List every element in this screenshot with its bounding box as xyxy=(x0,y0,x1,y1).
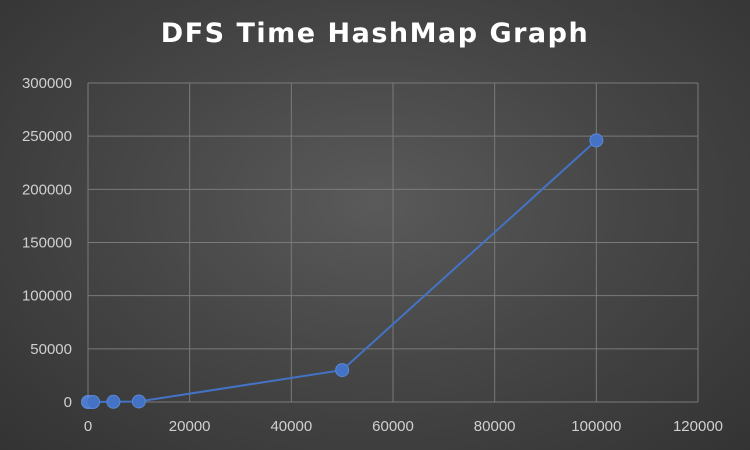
x-tick-label: 100000 xyxy=(571,418,621,435)
x-tick-label: 120000 xyxy=(673,418,723,435)
y-axis-ticks: 0 50000 100000 150000 200000 250000 300000 xyxy=(22,75,72,411)
data-point xyxy=(86,395,101,409)
y-tick-label: 250000 xyxy=(22,128,72,145)
data-point xyxy=(131,394,146,409)
x-tick-label: 40000 xyxy=(270,418,312,435)
y-tick-label: 200000 xyxy=(22,181,72,198)
y-tick-label: 300000 xyxy=(22,75,72,92)
series xyxy=(81,133,604,409)
x-tick-label: 80000 xyxy=(474,418,516,435)
x-tick-label: 0 xyxy=(84,418,92,435)
data-point xyxy=(106,394,121,409)
y-tick-label: 150000 xyxy=(22,235,72,252)
x-tick-label: 20000 xyxy=(169,418,211,435)
x-tick-label: 60000 xyxy=(372,418,414,435)
data-point xyxy=(335,363,350,378)
x-axis-ticks: 0 20000 40000 60000 80000 100000 120000 xyxy=(84,418,723,435)
y-tick-label: 50000 xyxy=(30,341,72,358)
grid xyxy=(87,82,699,403)
y-tick-label: 0 xyxy=(64,394,72,411)
chart-title: DFS Time HashMap Graph xyxy=(160,18,590,49)
series-line xyxy=(88,139,597,403)
data-point xyxy=(589,133,604,148)
y-tick-label: 100000 xyxy=(22,288,72,305)
